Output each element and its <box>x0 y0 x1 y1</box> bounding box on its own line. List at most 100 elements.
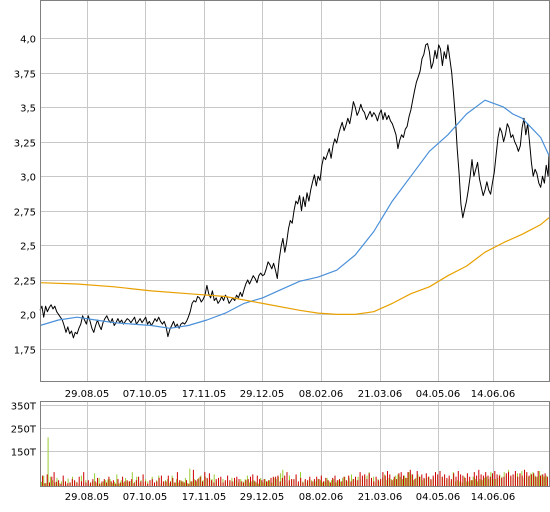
volume-bar <box>313 479 315 486</box>
volume-bar <box>176 479 178 486</box>
volume-bar <box>112 480 114 486</box>
volume-bar <box>231 481 233 486</box>
volume-bar <box>129 480 131 486</box>
volume-bar <box>519 473 521 486</box>
volume-bar <box>52 480 54 486</box>
volume-bar <box>417 474 419 486</box>
volume-x-tick-label: 21.03.06 <box>358 492 403 503</box>
volume-bar <box>204 472 206 486</box>
volume-bar <box>366 479 368 486</box>
volume-bar <box>339 481 341 486</box>
volume-bar <box>258 483 259 486</box>
price-y-tick-label: 3,0 <box>20 173 36 184</box>
volume-bar <box>382 472 384 486</box>
volume-bar <box>437 474 439 486</box>
volume-bar <box>114 481 116 486</box>
volume-bar <box>58 480 60 486</box>
volume-bar <box>479 479 481 486</box>
volume-bar <box>160 475 162 486</box>
volume-bar <box>138 476 140 486</box>
volume-bar <box>403 475 404 486</box>
volume-bar <box>41 481 42 486</box>
volume-bar <box>195 480 197 486</box>
volume-bar <box>485 472 487 486</box>
volume-bar <box>494 471 496 486</box>
volume-bar <box>74 480 76 486</box>
volume-bar <box>55 481 57 486</box>
volume-bar <box>111 483 113 486</box>
volume-bar <box>244 479 246 486</box>
volume-bar <box>325 477 327 486</box>
volume-bar <box>334 475 336 486</box>
volume-bar <box>197 479 199 486</box>
volume-bar <box>110 481 112 486</box>
price-grid <box>40 0 549 381</box>
volume-bar <box>222 482 224 486</box>
volume-bar <box>213 474 215 486</box>
volume-bar <box>128 481 130 486</box>
price-x-tick-label: 08.02.06 <box>299 389 344 400</box>
volume-bar <box>316 476 318 486</box>
volume-bar <box>62 475 64 486</box>
volume-bar <box>351 474 352 486</box>
volume-bar <box>468 481 470 486</box>
volume-bar <box>389 474 391 486</box>
volume-bar <box>247 479 249 486</box>
volume-bar <box>291 479 293 486</box>
volume-bar <box>432 475 434 486</box>
volume-bar <box>142 474 144 486</box>
volume-bar <box>412 480 414 486</box>
volume-bar <box>329 482 331 486</box>
volume-bar <box>58 483 60 486</box>
price-series-group <box>39 43 550 339</box>
volume-bars <box>41 437 548 486</box>
volume-bar <box>373 481 375 486</box>
volume-bar <box>202 481 203 486</box>
volume-bar <box>337 480 339 486</box>
volume-bar <box>539 471 541 486</box>
volume-bar <box>169 483 171 486</box>
price-y-tick-label: 3,5 <box>20 104 36 115</box>
volume-bar <box>361 475 363 486</box>
volume-bar <box>156 481 158 486</box>
volume-bar <box>120 480 122 486</box>
volume-bar <box>261 480 263 486</box>
volume-bar <box>510 475 512 486</box>
volume-bar <box>297 481 299 486</box>
volume-bar <box>315 481 317 486</box>
volume-bar <box>521 475 523 486</box>
volume-bar <box>368 473 370 486</box>
volume-bar <box>284 475 286 486</box>
volume-bar <box>179 480 181 486</box>
volume-bar <box>252 474 254 486</box>
volume-bar <box>375 476 377 486</box>
volume-bar <box>543 476 545 486</box>
volume-bar <box>80 475 82 486</box>
volume-bar <box>173 482 175 486</box>
volume-bar <box>404 475 406 486</box>
volume-bar <box>336 480 338 486</box>
volume-bar <box>42 475 44 486</box>
volume-bar <box>99 483 101 486</box>
volume-bar <box>481 480 483 486</box>
volume-bar <box>140 481 142 486</box>
volume-bar <box>165 481 167 486</box>
volume-bar <box>364 474 366 486</box>
volume-bar <box>419 476 420 486</box>
volume-bar <box>335 482 337 486</box>
volume-bar <box>293 479 295 486</box>
volume-bar <box>135 480 137 486</box>
volume-bar <box>144 481 146 486</box>
volume-bar <box>105 480 107 486</box>
volume-bar <box>199 476 201 486</box>
volume-bar <box>167 479 169 486</box>
volume-bar <box>393 479 394 486</box>
volume-bar <box>476 475 478 486</box>
price-y-tick-label: 2,5 <box>20 242 36 253</box>
volume-bar <box>43 475 45 486</box>
volume-bar <box>271 482 273 486</box>
volume-bar <box>386 480 388 486</box>
volume-bar <box>78 476 80 486</box>
volume-bar <box>377 480 379 486</box>
volume-bar <box>307 480 309 486</box>
